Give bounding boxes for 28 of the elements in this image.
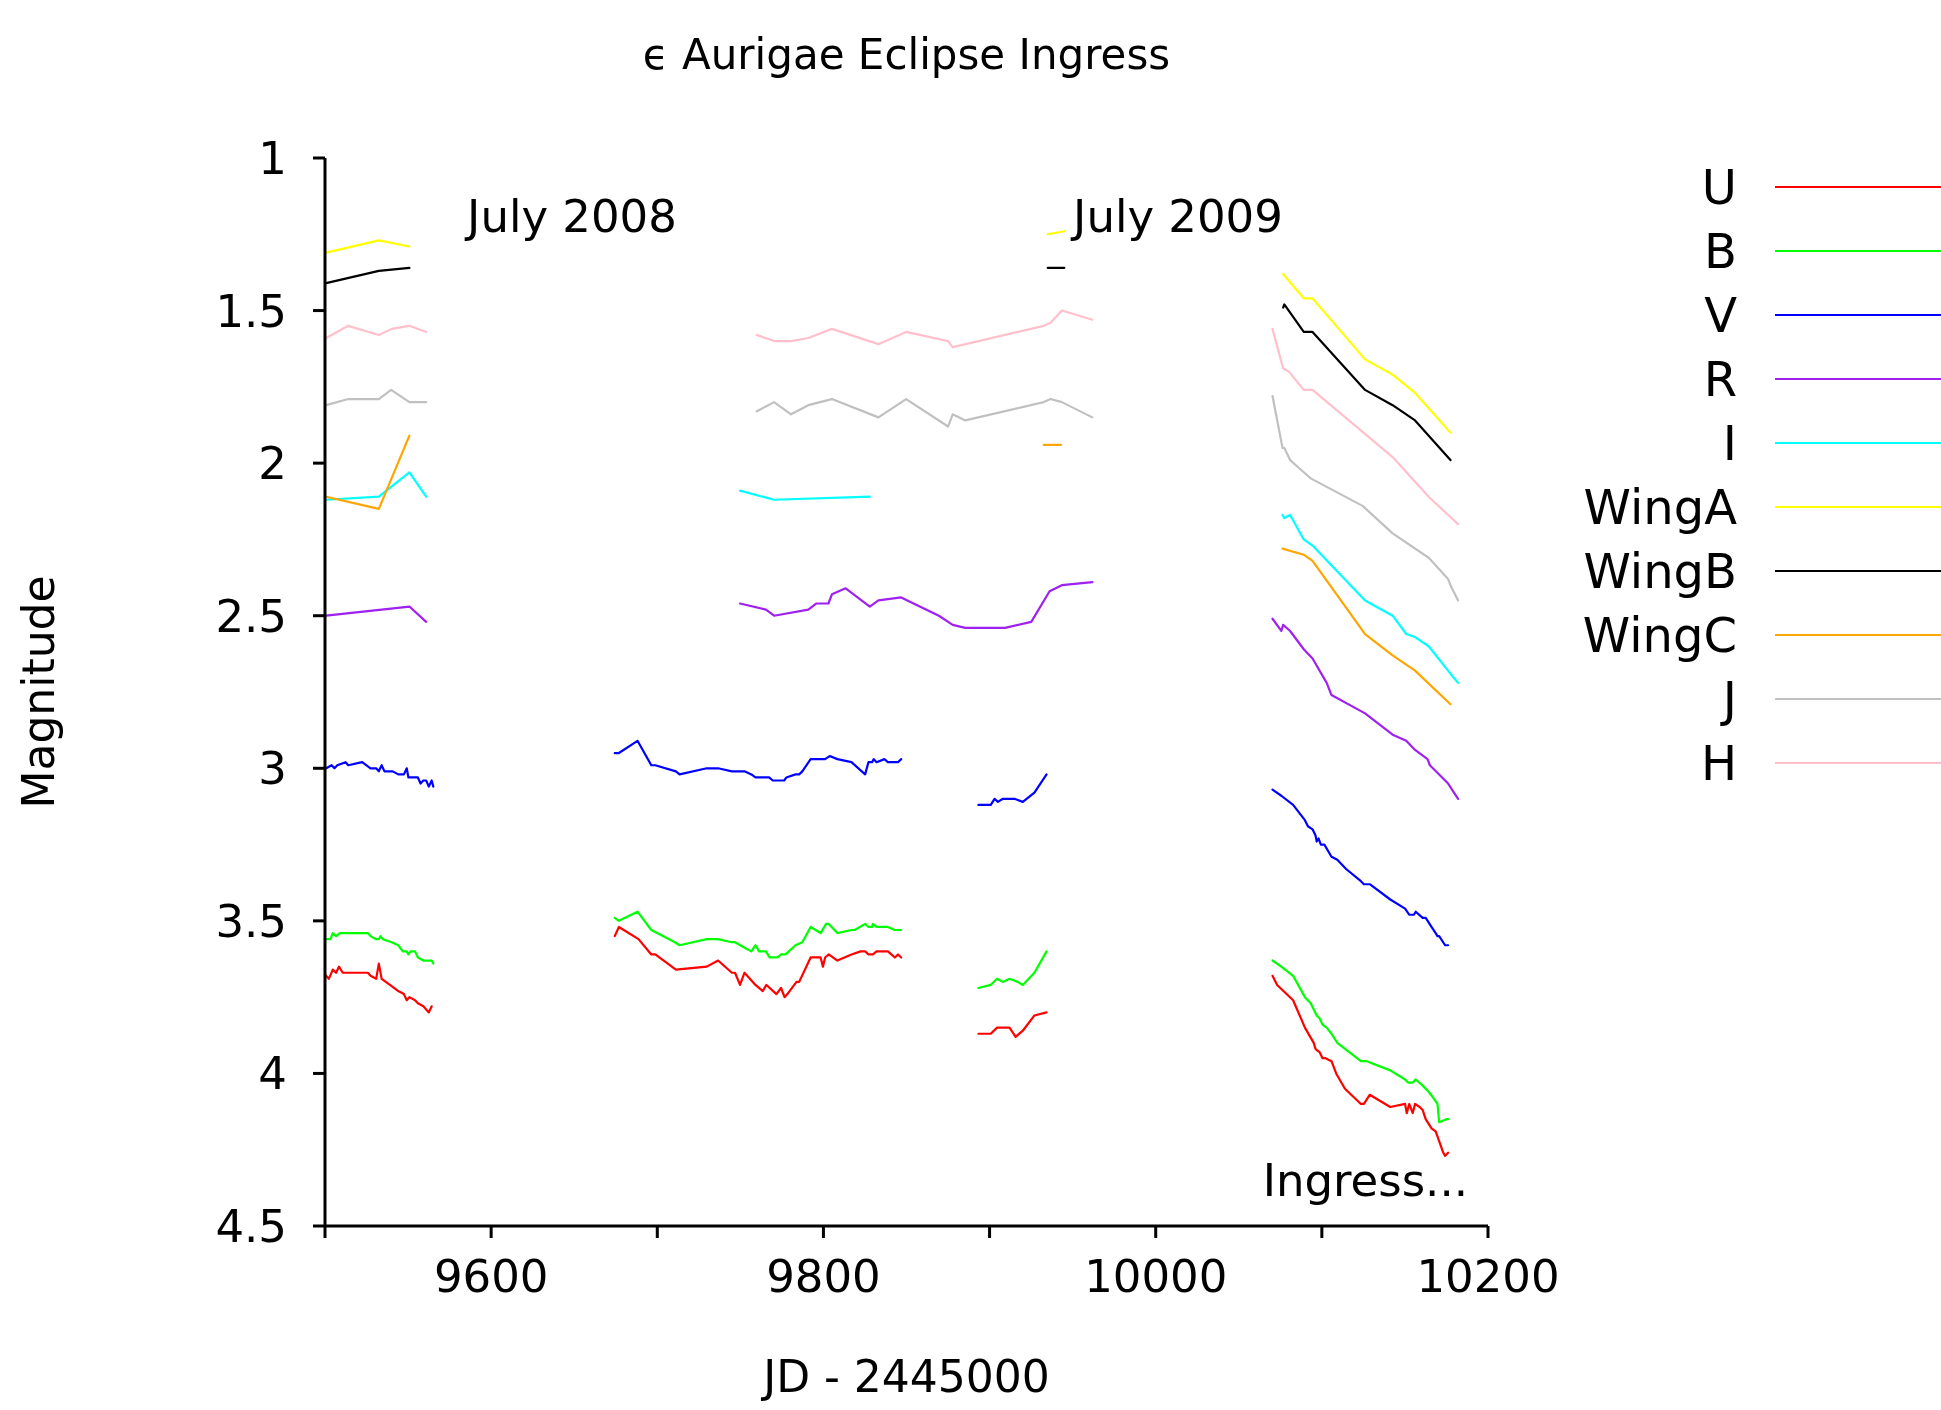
legend-label: V — [1703, 287, 1737, 343]
y-axis-title: Magnitude — [12, 575, 64, 809]
y-tick-label: 2.5 — [215, 589, 287, 643]
y-tick-label: 1 — [258, 131, 287, 185]
y-tick-label: 2 — [258, 437, 287, 491]
x-tick-label: 9800 — [766, 1249, 881, 1303]
y-tick-label: 4.5 — [215, 1199, 287, 1253]
legend-label: J — [1719, 671, 1737, 727]
legend-label: WingB — [1582, 543, 1737, 599]
x-tick-label: 9600 — [433, 1249, 549, 1303]
x-tick-label: 10200 — [1416, 1249, 1560, 1303]
chart-title: ϵ Aurigae Eclipse Ingress — [641, 30, 1172, 79]
y-tick-label: 4 — [258, 1047, 287, 1101]
legend-label: H — [1699, 735, 1737, 791]
y-tick-label: 3.5 — [215, 894, 287, 948]
legend-label: B — [1703, 223, 1737, 279]
annotation: July 2009 — [1069, 190, 1284, 243]
annotation: July 2008 — [463, 190, 678, 243]
x-tick-label: 10000 — [1084, 1249, 1228, 1303]
y-tick-label: 1.5 — [215, 284, 287, 338]
y-tick-label: 3 — [258, 742, 287, 796]
legend-label: U — [1700, 159, 1737, 215]
legend-label: WingA — [1582, 479, 1737, 535]
annotation: Ingress... — [1261, 1154, 1468, 1207]
legend-label: R — [1702, 351, 1737, 407]
x-axis-title: JD - 2445000 — [760, 1351, 1050, 1402]
legend-label: I — [1721, 415, 1737, 471]
legend-label: WingC — [1581, 607, 1737, 663]
